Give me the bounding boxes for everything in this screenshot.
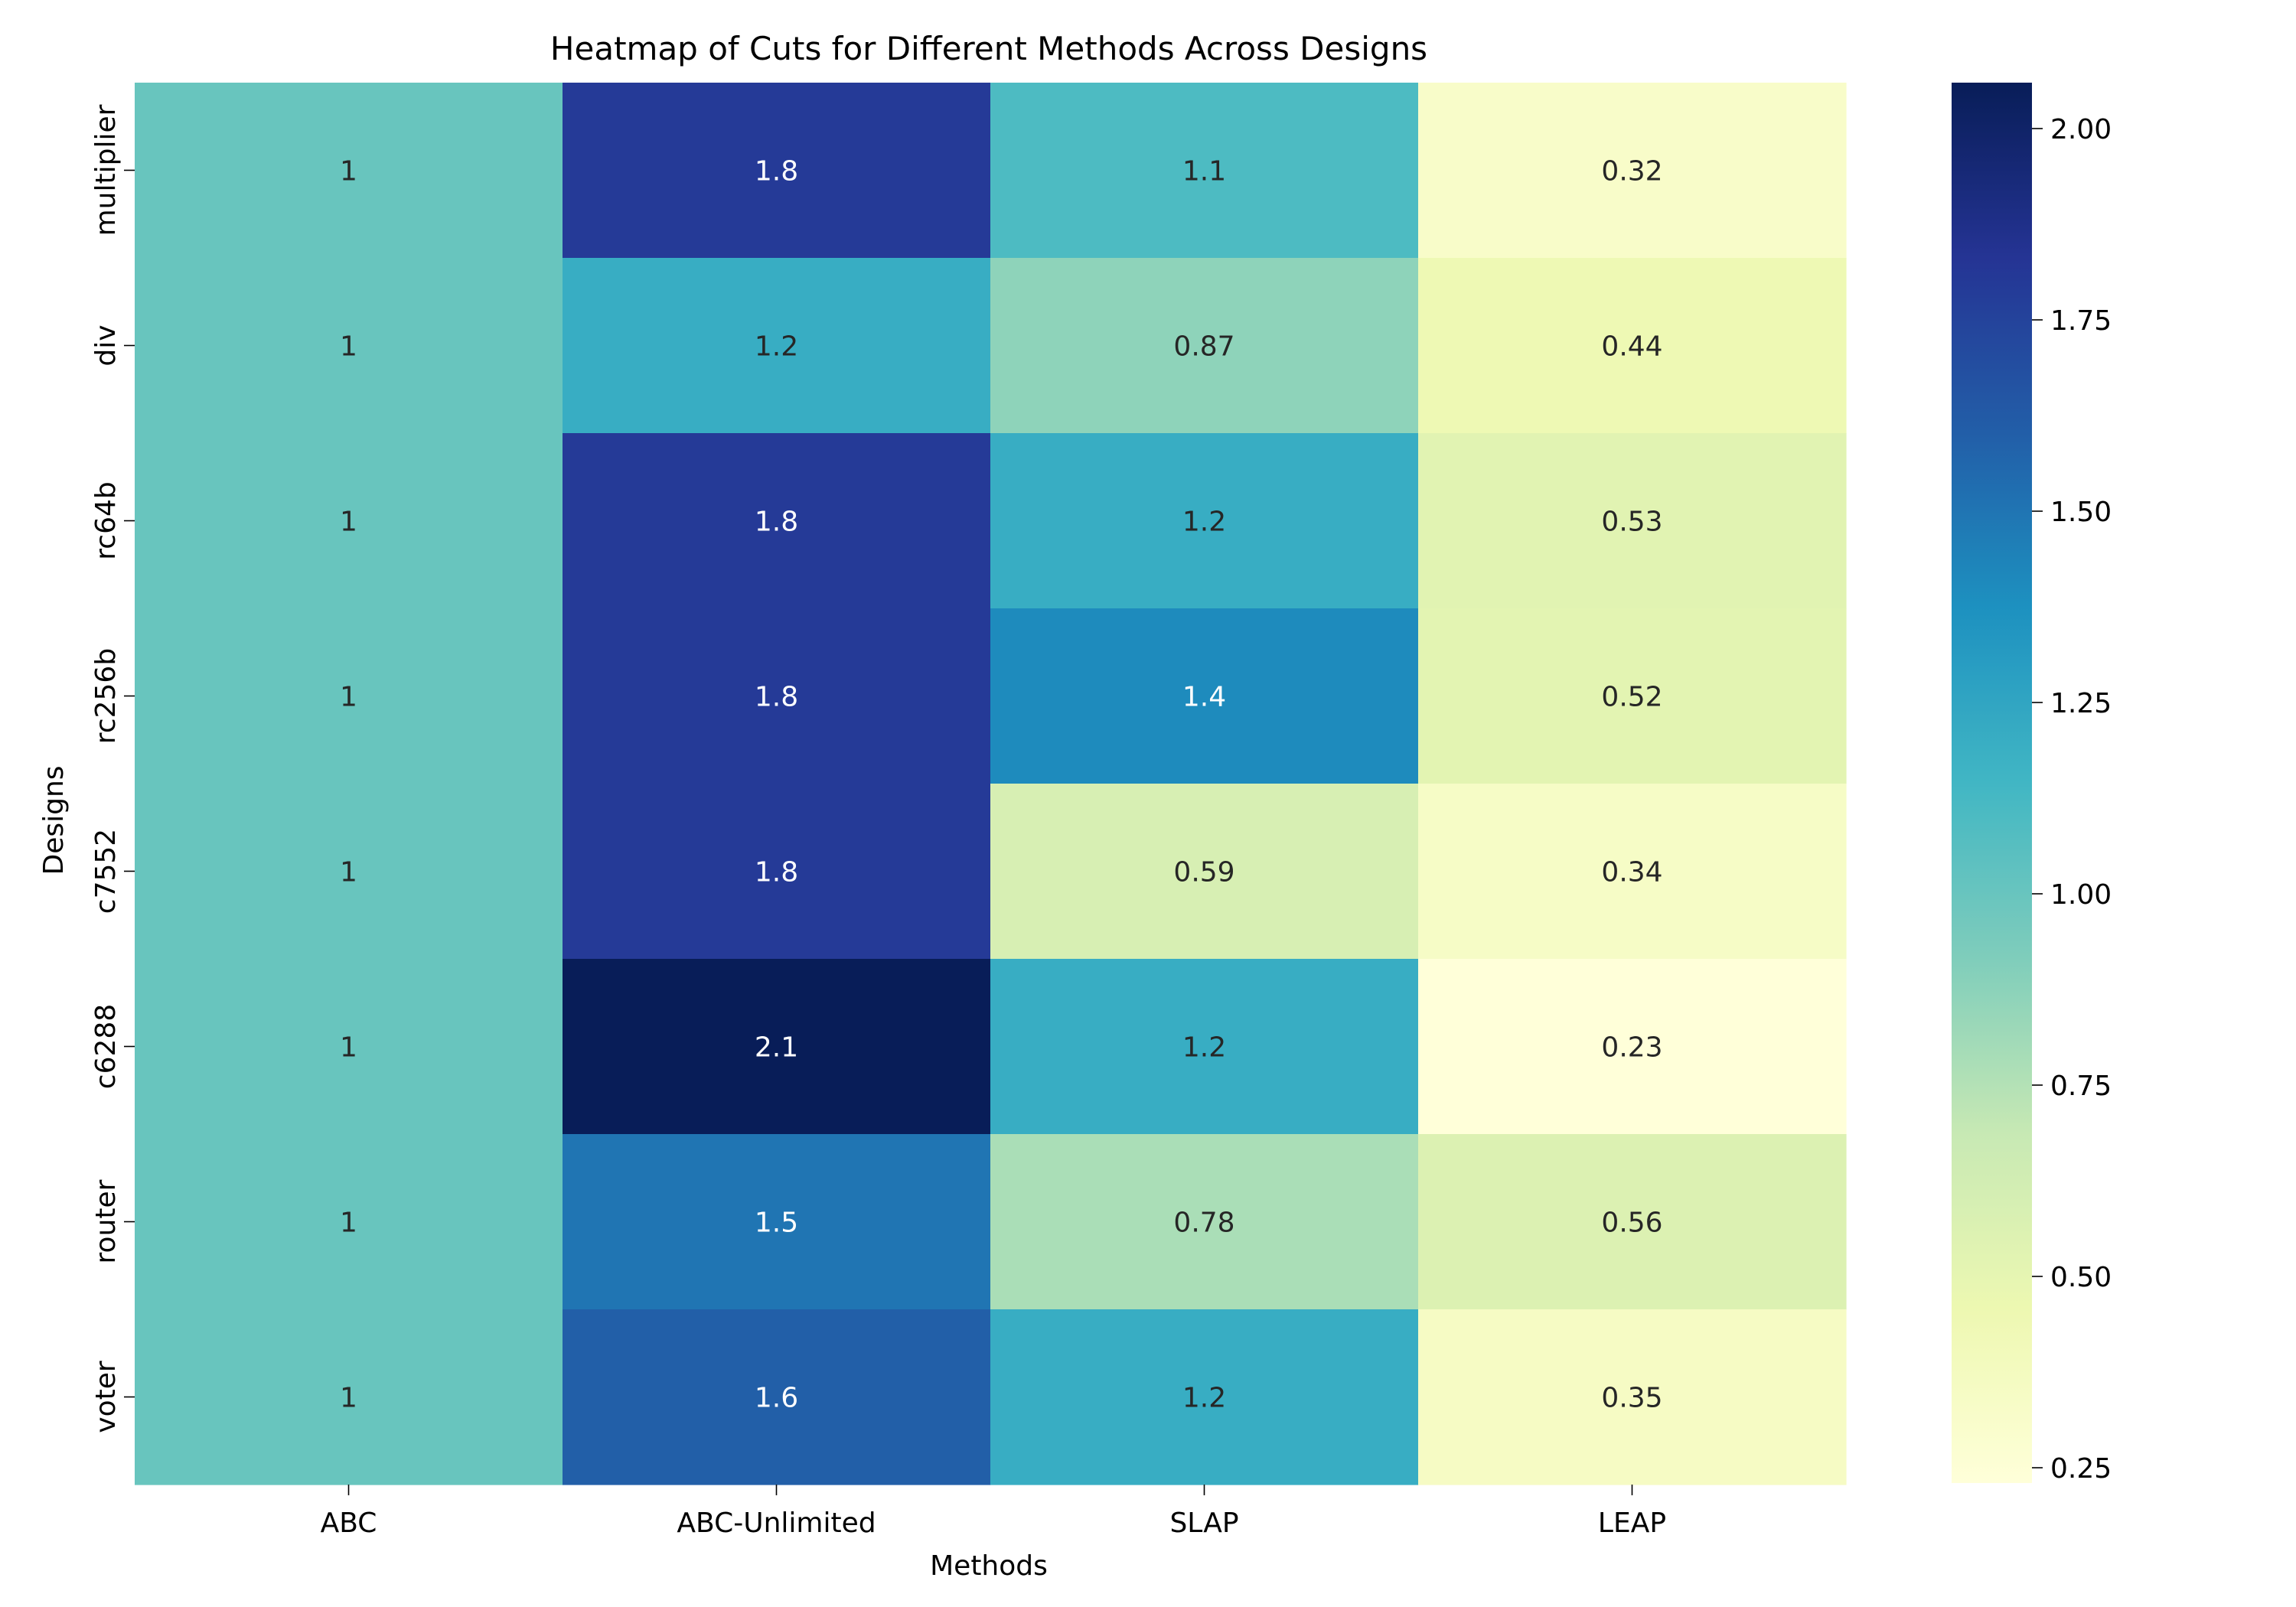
cell-value-label: 1.2 [755, 331, 798, 363]
cell-value-label: 1.8 [755, 857, 798, 888]
heatmap-cell [563, 959, 991, 1135]
cell-value-label: 1 [340, 682, 357, 713]
cell-value-label: 0.87 [1173, 331, 1234, 363]
heatmap-cell [563, 608, 991, 784]
heatmap-cell [563, 433, 991, 609]
heatmap-cell [135, 959, 563, 1135]
heatmap-cell [1418, 258, 1847, 434]
cell-value-label: 0.23 [1601, 1032, 1662, 1064]
heatmap-cell [1418, 1134, 1847, 1310]
heatmap-cell [1418, 959, 1847, 1135]
cell-value-label: 1.2 [1182, 1032, 1226, 1064]
y-tick-label: div [90, 324, 122, 366]
colorbar-tick-label: 0.25 [2050, 1453, 2112, 1485]
colorbar-tick-label: 1.25 [2050, 688, 2112, 719]
heatmap-cell [1418, 433, 1847, 609]
x-axis-label: Methods [930, 1550, 1048, 1582]
heatmap-cell [990, 1309, 1419, 1485]
cell-value-label: 2.1 [755, 1032, 798, 1064]
heatmap-cell [990, 433, 1419, 609]
cell-value-label: 1.6 [755, 1383, 798, 1414]
heatmap-cell [990, 1134, 1419, 1310]
cell-value-label: 0.35 [1601, 1383, 1662, 1414]
colorbar-tick-label: 1.75 [2050, 305, 2112, 337]
cell-value-label: 1.4 [1182, 682, 1226, 713]
heatmap-cell [135, 1309, 563, 1485]
cell-value-label: 1.8 [755, 682, 798, 713]
heatmap-cell [135, 608, 563, 784]
colorbar-tick-label: 1.50 [2050, 497, 2112, 528]
cell-value-label: 0.53 [1601, 507, 1662, 538]
heatmap-cell [135, 258, 563, 434]
y-tick-label: voter [90, 1361, 122, 1433]
colorbar-gradient [1952, 83, 2032, 1483]
heatmap-cell [563, 83, 991, 259]
cell-value-label: 1 [340, 331, 357, 363]
cell-value-label: 1 [340, 1383, 357, 1414]
colorbar-tick-label: 2.00 [2050, 114, 2112, 145]
cell-value-label: 1 [340, 156, 357, 187]
y-tick-label: rc64b [90, 481, 122, 559]
heatmap-cell [563, 258, 991, 434]
x-tick-label: ABC-Unlimited [677, 1508, 876, 1539]
heatmap-cell [990, 258, 1419, 434]
y-tick-label: c6288 [90, 1004, 122, 1089]
cell-value-label: 1 [340, 1032, 357, 1064]
heatmap-cell [135, 784, 563, 960]
cell-value-label: 1.2 [1182, 1383, 1226, 1414]
x-tick-label: ABC [321, 1508, 377, 1539]
cell-value-label: 1.8 [755, 156, 798, 187]
cell-value-label: 0.59 [1173, 857, 1234, 888]
heatmap-cells: 1 1.8 1.1 0.32 1 1.2 0.87 0.44 1 1.8 1.2 0.53 1 1.8 1.… [135, 83, 1847, 1485]
y-axis-label: Designs [38, 765, 70, 875]
colorbar-ticks: 0.25 0.50 0.75 1.00 1.25 1.50 1.75 2.00 [2032, 114, 2112, 1485]
heatmap-cell [990, 608, 1419, 784]
cell-value-label: 1.2 [1182, 507, 1226, 538]
cell-value-label: 1.1 [1182, 156, 1226, 187]
heatmap-cell [135, 83, 563, 259]
cell-value-label: 1 [340, 507, 357, 538]
chart-title: Heatmap of Cuts for Different Methods Ac… [550, 30, 1427, 67]
cell-value-label: 0.44 [1601, 331, 1662, 363]
heatmap-cell [990, 959, 1419, 1135]
cell-value-label: 0.52 [1601, 682, 1662, 713]
heatmap-cell [1418, 83, 1847, 259]
heatmap-cell [135, 1134, 563, 1310]
y-tick-label: rc256b [90, 648, 122, 744]
x-tick-label: LEAP [1598, 1508, 1666, 1539]
cell-value-label: 1.8 [755, 507, 798, 538]
heatmap-cell [135, 433, 563, 609]
heatmap-cell [990, 83, 1419, 259]
cell-value-label: 0.56 [1601, 1208, 1662, 1239]
y-tick-label: router [90, 1179, 122, 1263]
cell-value-label: 1.5 [755, 1208, 798, 1239]
cell-value-label: 0.32 [1601, 156, 1662, 187]
heatmap-cell [1418, 784, 1847, 960]
heatmap-cell [563, 1134, 991, 1310]
colorbar-tick-label: 0.50 [2050, 1262, 2112, 1293]
y-tick-label: c7552 [90, 829, 122, 914]
heatmap-cell [1418, 608, 1847, 784]
colorbar-tick-label: 1.00 [2050, 879, 2112, 911]
heatmap-cell [990, 784, 1419, 960]
colorbar-tick-label: 0.75 [2050, 1071, 2112, 1102]
cell-value-label: 1 [340, 1208, 357, 1239]
x-axis-ticks: ABC ABC-Unlimited SLAP LEAP [321, 1485, 1666, 1539]
cell-value-label: 0.34 [1601, 857, 1662, 888]
heatmap-cell [563, 1309, 991, 1485]
heatmap-cell [1418, 1309, 1847, 1485]
colorbar: 0.25 0.50 0.75 1.00 1.25 1.50 1.75 2.00 [1952, 83, 2112, 1485]
cell-value-label: 0.78 [1173, 1208, 1234, 1239]
cell-value-label: 1 [340, 857, 357, 888]
heatmap-cell [563, 784, 991, 960]
x-tick-label: SLAP [1169, 1508, 1238, 1539]
y-axis-ticks: multiplier div rc64b rc256b c7552 c6288 router… [90, 104, 135, 1433]
y-tick-label: multiplier [90, 104, 122, 236]
